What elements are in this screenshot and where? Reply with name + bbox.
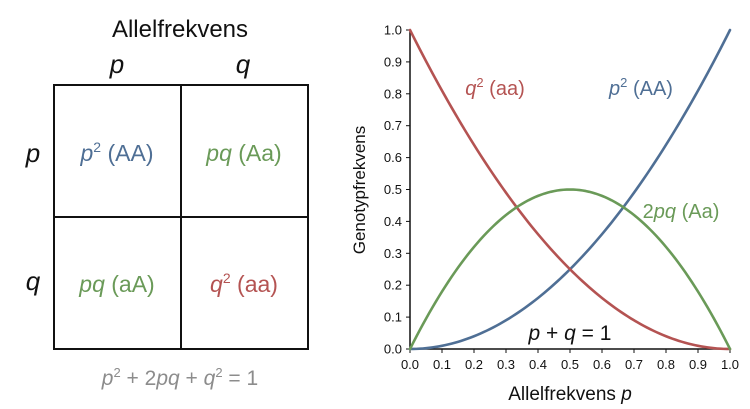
x-tick-label: 0.8	[657, 357, 675, 372]
cell-AA-exponent: 2	[93, 139, 101, 155]
y-tick-label: 0.1	[384, 310, 402, 325]
x-tick-label: 0.5	[561, 357, 579, 372]
cell-aa-symbol: q	[210, 271, 223, 297]
series-label-Aa: 2pq (Aa)	[643, 201, 720, 223]
series-label-AA: p2 (AA)	[608, 75, 673, 100]
cell-aA-symbol: pq	[78, 271, 105, 297]
cell-aA-genotype: (aA)	[105, 271, 155, 297]
y-tick-label: 0.3	[384, 246, 402, 261]
series-label-aa: q2 (aa)	[465, 75, 524, 100]
x-tick-label: 0.7	[625, 357, 643, 372]
series-lines	[408, 28, 732, 351]
cell-Aa: pq (Aa)	[205, 140, 281, 166]
y-tick-label: 0.7	[384, 118, 402, 133]
hardy-weinberg-equation: p2 + 2pq + q2 = 1	[101, 365, 258, 390]
series-line-Aa	[408, 188, 732, 351]
y-tick-label: 0.8	[384, 86, 402, 101]
y-axis-label: Genotypfrekvens	[350, 126, 369, 255]
series-line-aa	[408, 28, 732, 351]
cell-AA: p2 (AA)	[80, 139, 154, 166]
sum-annotation: p + q = 1	[528, 322, 612, 345]
cell-AA-genotype: (AA)	[101, 140, 153, 166]
cell-Aa-genotype: (Aa)	[232, 140, 282, 166]
cell-aA: pq (aA)	[78, 271, 154, 297]
genotype-frequency-chart: 0.0 0.1 0.2 0.3 0.4 0.5 0.6 0.7 0.8 0.9 1.0 0.0 0.1 0…	[350, 23, 739, 406]
x-tick-label: 0.2	[465, 357, 483, 372]
y-tick-label: 0.5	[384, 182, 402, 197]
col-label-q: q	[236, 49, 251, 79]
punnett-title: Allelfrekvens	[112, 16, 248, 43]
row-label-q: q	[26, 266, 41, 296]
y-tick-label: 0.9	[384, 54, 402, 69]
cell-aa: q2 (aa)	[210, 270, 278, 297]
cell-aa-genotype: (aa)	[231, 271, 278, 297]
x-tick-label: 0.1	[433, 357, 451, 372]
x-tick-label: 0.6	[593, 357, 611, 372]
punnett-square: Allelfrekvens p q p q p2 (AA) pq (Aa) pq…	[25, 16, 309, 390]
cell-AA-symbol: p	[80, 140, 94, 166]
x-axis-label: Allelfrekvens p	[508, 384, 632, 405]
x-tick-label: 0.3	[497, 357, 515, 372]
x-tick-label: 0.0	[401, 357, 419, 372]
row-label-p: p	[25, 138, 40, 168]
y-tick-label: 0.6	[384, 150, 402, 165]
y-tick-label: 0.2	[384, 278, 402, 293]
y-tick-label: 0.4	[384, 214, 402, 229]
x-tick-label: 0.4	[529, 357, 547, 372]
y-tick-label: 0.0	[384, 342, 402, 357]
y-tick-label: 1.0	[384, 23, 402, 38]
cell-Aa-symbol: pq	[205, 140, 232, 166]
axis-ticks: 0.0 0.1 0.2 0.3 0.4 0.5 0.6 0.7 0.8 0.9 1.0 0.0 0.1 0…	[384, 23, 739, 373]
cell-aa-exponent: 2	[223, 270, 231, 286]
x-tick-label: 1.0	[721, 357, 739, 372]
col-label-p: p	[109, 49, 124, 79]
x-tick-label: 0.9	[689, 357, 707, 372]
